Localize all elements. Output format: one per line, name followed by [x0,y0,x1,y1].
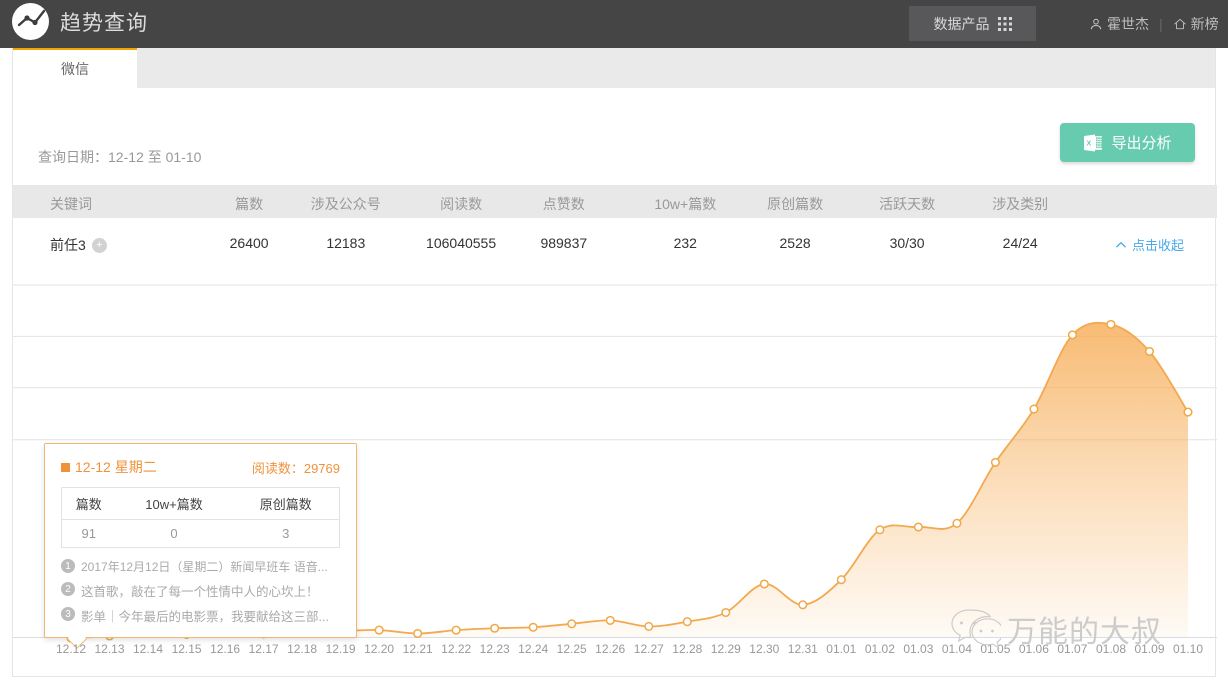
svg-text:X: X [1087,140,1092,147]
